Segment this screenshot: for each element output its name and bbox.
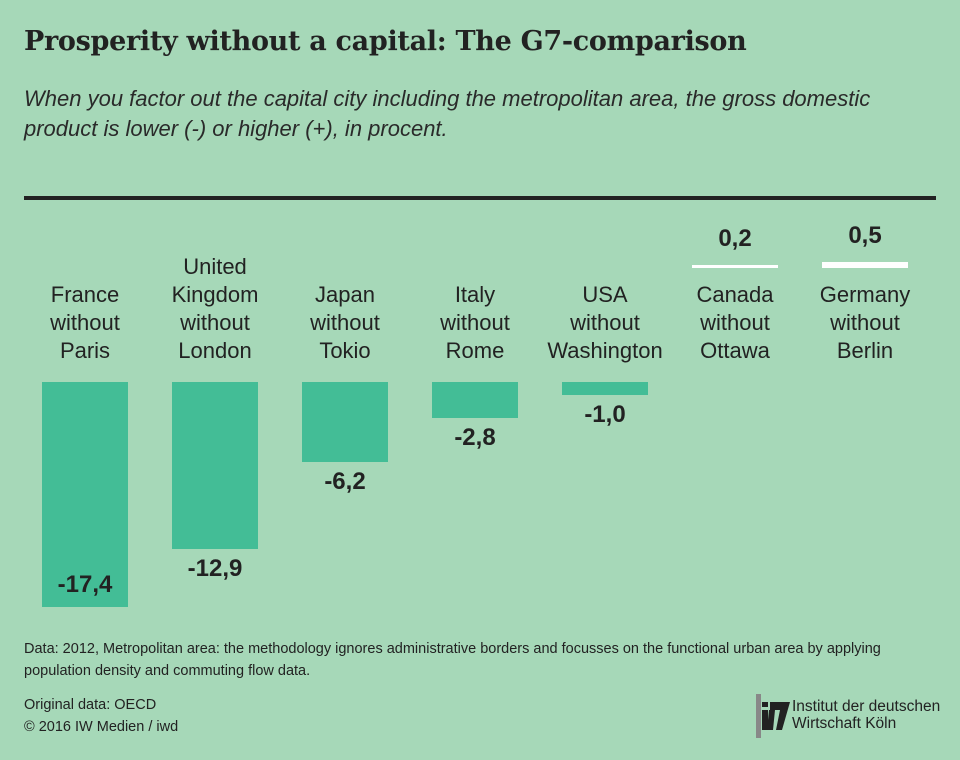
value-label: -1,0 (584, 400, 626, 428)
category-label-line: Kingdom (171, 282, 259, 307)
category-label-line: Berlin (836, 338, 894, 363)
source-info: Original data: OECD © 2016 IW Medien / i… (24, 694, 178, 738)
category-label-line: Canada (696, 282, 774, 307)
bar (692, 265, 778, 268)
category-label: Italy without Rome (410, 281, 540, 365)
iw-logo: Institut der deutschen Wirtschaft Köln (756, 692, 946, 742)
category-label: Germany without Berlin (800, 281, 930, 365)
value-label: 0,5 (848, 221, 882, 249)
category-label-line: Washington (547, 338, 663, 363)
category-label-line: USA (582, 282, 628, 307)
bar (432, 382, 518, 419)
category-label-line: without (700, 310, 770, 335)
category-label-line: without (310, 310, 380, 335)
logo-line1: Institut der deutschen (792, 698, 941, 715)
title-divider (24, 196, 936, 200)
category-label-line: without (180, 310, 250, 335)
value-label: -2,8 (454, 424, 496, 452)
bar (822, 261, 908, 268)
category-label-line: Tokio (319, 338, 371, 363)
category-label: Canada without Ottawa (670, 281, 800, 365)
chart-subtitle: When you factor out the capital city inc… (24, 86, 871, 141)
category-label-line: without (830, 310, 900, 335)
source-original: Original data: OECD (24, 697, 157, 713)
copyright: © 2016 IW Medien / iwd (24, 719, 179, 735)
value-label: -6,2 (324, 468, 366, 496)
category-label: USA without Washington (540, 281, 670, 365)
iw-logo-mark-icon (756, 694, 790, 738)
category-label-line: Germany (819, 282, 911, 307)
bar (42, 382, 128, 607)
bar (302, 382, 388, 463)
category-label-line: without (50, 310, 120, 335)
category-label-line: without (440, 310, 510, 335)
category-label: Japan without Tokio (280, 281, 410, 365)
category-label-line: Rome (445, 338, 505, 363)
data-note: Data: 2012, Metropolitan area: the metho… (24, 641, 881, 679)
chart-title: Prosperity without a capital: The G7-com… (24, 26, 747, 57)
value-label: -12,9 (187, 554, 243, 582)
category-label-line: France (50, 282, 120, 307)
category-label: France without Paris (20, 281, 150, 365)
category-label-line: London (178, 338, 252, 363)
category-label-line: Italy (454, 282, 496, 307)
category-label-line: Paris (59, 338, 111, 363)
category-label-line: United (183, 254, 247, 279)
category-label: United Kingdom without London (150, 253, 280, 365)
value-label: -17,4 (57, 570, 113, 598)
value-label: 0,2 (718, 225, 752, 253)
logo-line2: Wirtschaft Köln (792, 715, 897, 732)
bar (562, 382, 648, 395)
bar (172, 382, 258, 549)
category-label-line: without (570, 310, 640, 335)
category-label-line: Japan (315, 282, 375, 307)
category-label-line: Ottawa (700, 338, 770, 363)
